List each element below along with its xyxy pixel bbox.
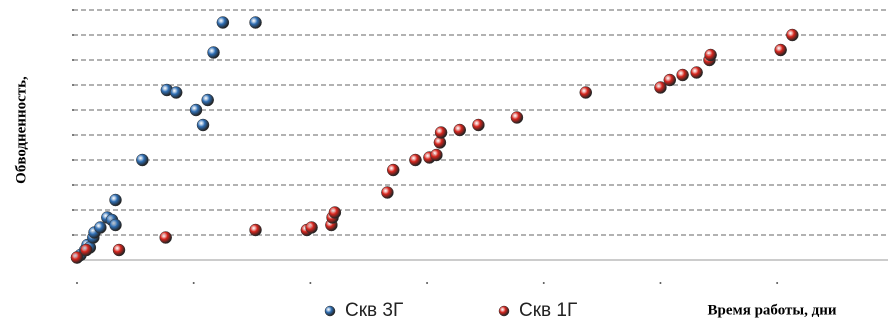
point <box>249 223 262 237</box>
point <box>136 153 149 167</box>
point <box>386 163 400 177</box>
legend-label: Скв 3Г <box>345 300 403 321</box>
point <box>207 46 220 59</box>
x-tick <box>776 282 779 284</box>
x-tick <box>659 282 662 284</box>
point <box>159 231 172 244</box>
point <box>472 118 485 132</box>
point <box>663 73 677 87</box>
point <box>654 81 667 94</box>
y-axis-label: Обводненность, <box>13 76 29 184</box>
point <box>196 118 210 132</box>
point <box>579 86 593 99</box>
y-tick <box>72 234 74 236</box>
y-tick <box>72 109 74 111</box>
y-tick <box>72 9 74 11</box>
point <box>774 43 787 57</box>
y-tick <box>72 159 74 161</box>
x-tick <box>542 282 545 284</box>
point <box>249 16 262 29</box>
y-tick <box>72 34 74 36</box>
x-tick <box>309 282 312 284</box>
point <box>109 193 122 207</box>
point <box>80 243 93 257</box>
point <box>430 148 443 162</box>
point <box>690 66 703 79</box>
point <box>453 123 466 137</box>
x-axis-label: Время работы, дни <box>708 302 837 318</box>
legend-marker <box>498 305 510 317</box>
point <box>305 221 318 234</box>
x-tick <box>76 282 78 284</box>
point <box>201 93 214 107</box>
point <box>409 153 422 167</box>
point <box>169 86 183 99</box>
y-tick <box>72 184 74 186</box>
y-tick <box>72 209 74 211</box>
point <box>786 28 799 42</box>
point <box>70 251 84 264</box>
point <box>216 16 230 29</box>
point <box>434 126 448 139</box>
point <box>112 243 126 257</box>
point <box>328 206 342 219</box>
point <box>94 221 107 234</box>
point <box>189 103 203 117</box>
y-tick <box>72 59 74 61</box>
point <box>676 68 689 82</box>
y-tick <box>72 134 74 136</box>
legend-marker <box>324 305 336 317</box>
x-tick <box>426 282 429 284</box>
legend-label: Скв 1Г <box>519 300 577 321</box>
point <box>381 186 394 199</box>
x-tick <box>192 282 195 284</box>
point <box>109 218 122 232</box>
y-tick <box>72 84 74 86</box>
point <box>704 48 717 62</box>
point <box>510 111 524 124</box>
